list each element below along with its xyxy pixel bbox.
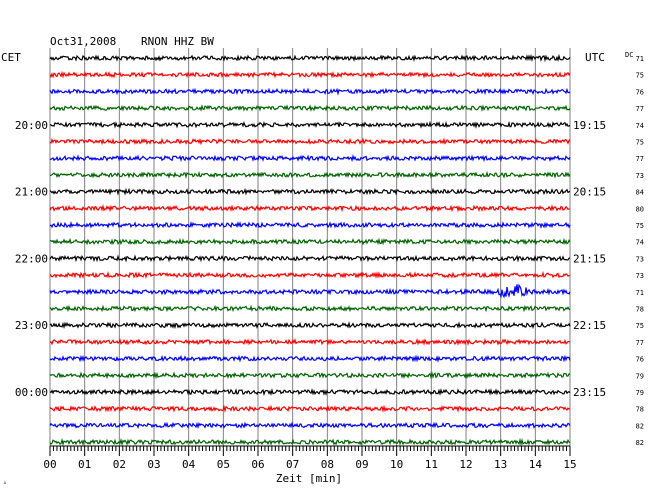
- dc-offset-value: 75: [636, 222, 644, 230]
- dc-offset-value: 74: [636, 239, 644, 247]
- trace-line: [49, 283, 571, 299]
- trace-line: [49, 437, 571, 447]
- dc-offset-value: 75: [636, 139, 644, 147]
- right-hour-label: 22:15: [573, 319, 606, 332]
- dc-offset-value: 77: [636, 155, 644, 163]
- trace-line: [49, 104, 571, 112]
- trace-line: [49, 137, 571, 146]
- x-tick-label: 08: [321, 458, 334, 471]
- dc-offset-value: 73: [636, 172, 644, 180]
- right-hour-label: 19:15: [573, 119, 606, 132]
- footer-mark: ᴬ: [3, 481, 7, 488]
- x-tick-label: 14: [529, 458, 543, 471]
- left-hour-label: 23:00: [15, 319, 48, 332]
- dc-offset-value: 78: [636, 406, 644, 414]
- dc-offset-value: 78: [636, 306, 644, 314]
- right-hour-label: 23:15: [573, 386, 606, 399]
- x-tick-label: 03: [147, 458, 160, 471]
- dc-label: DC: [625, 51, 633, 59]
- trace-line: [49, 254, 571, 263]
- x-axis-label: Zeit [min]: [276, 472, 342, 485]
- x-tick-label: 05: [217, 458, 230, 471]
- trace-line: [49, 70, 571, 79]
- grid-lines: [49, 48, 571, 446]
- left-hour-label: 21:00: [15, 186, 48, 199]
- left-hour-labels: 20:00 21:00 22:00 23:00 00:00: [15, 119, 48, 399]
- dc-offset-value: 74: [636, 122, 644, 130]
- x-tick-label: 06: [251, 458, 264, 471]
- x-tick-label: 12: [459, 458, 472, 471]
- dc-offset-value: 79: [636, 372, 644, 380]
- dc-offset-column: 71 75 76 77 74 75 77 73 84 80 75 74 73 73 71 78 75 77 76 79…: [636, 55, 644, 447]
- trace-line: [49, 53, 571, 63]
- dc-offset-value: 84: [636, 189, 644, 197]
- dc-offset-value: 77: [636, 339, 644, 347]
- x-tick-label: 04: [182, 458, 196, 471]
- left-hour-label: 20:00: [15, 119, 48, 132]
- dc-offset-value: 76: [636, 356, 644, 364]
- trace-line: [49, 204, 571, 213]
- trace-line: [49, 87, 571, 96]
- x-tick-label: 07: [286, 458, 299, 471]
- left-hour-label: 00:00: [15, 386, 48, 399]
- trace-line: [49, 270, 571, 280]
- trace-line: [49, 404, 571, 413]
- trace-line: [49, 187, 571, 196]
- dc-offset-value: 75: [636, 72, 644, 80]
- trace-line: [49, 421, 571, 430]
- dc-offset-value: 80: [636, 205, 644, 213]
- x-axis: 00 01 02 03 04 05 06 07 08 09 10 11 12 13 14 15: [43, 445, 577, 471]
- trace-line: [49, 237, 571, 246]
- trace-group: [49, 53, 571, 447]
- trace-line: [49, 170, 571, 179]
- right-hour-label: 21:15: [573, 252, 606, 265]
- x-tick-label: 09: [355, 458, 368, 471]
- dc-offset-value: 77: [636, 105, 644, 113]
- dc-offset-value: 82: [636, 422, 644, 430]
- right-hour-label: 20:15: [573, 186, 606, 199]
- dc-offset-value: 73: [636, 272, 644, 280]
- left-hour-label: 22:00: [15, 252, 48, 265]
- right-hour-labels: 19:15 20:15 21:15 22:15 23:15: [573, 119, 606, 399]
- dc-offset-value: 75: [636, 322, 644, 330]
- trace-line: [49, 354, 571, 363]
- trace-line: [49, 388, 571, 397]
- date-label: Oct31,2008: [50, 35, 116, 48]
- trace-line: [49, 304, 571, 313]
- trace-line: [49, 337, 571, 346]
- x-tick-label: 00: [43, 458, 56, 471]
- dc-offset-value: 82: [636, 439, 644, 447]
- trace-line: [49, 120, 571, 129]
- dc-offset-value: 79: [636, 389, 644, 397]
- trace-line: [49, 220, 571, 229]
- x-tick-label: 15: [563, 458, 576, 471]
- trace-line: [49, 321, 571, 330]
- dc-offset-value: 71: [636, 289, 644, 297]
- dc-offset-value: 73: [636, 255, 644, 263]
- x-tick-label: 13: [494, 458, 507, 471]
- x-tick-label: 01: [78, 458, 91, 471]
- left-timezone-label: CET: [1, 51, 21, 64]
- trace-line: [49, 371, 571, 380]
- trace-line: [49, 154, 571, 163]
- x-tick-label: 11: [425, 458, 438, 471]
- dc-offset-value: 76: [636, 88, 644, 96]
- x-tick-label: 10: [390, 458, 403, 471]
- dc-offset-value: 71: [636, 55, 644, 63]
- x-tick-label: 02: [113, 458, 126, 471]
- station-label: RNON HHZ BW: [141, 35, 214, 48]
- right-timezone-label: UTC: [585, 51, 605, 64]
